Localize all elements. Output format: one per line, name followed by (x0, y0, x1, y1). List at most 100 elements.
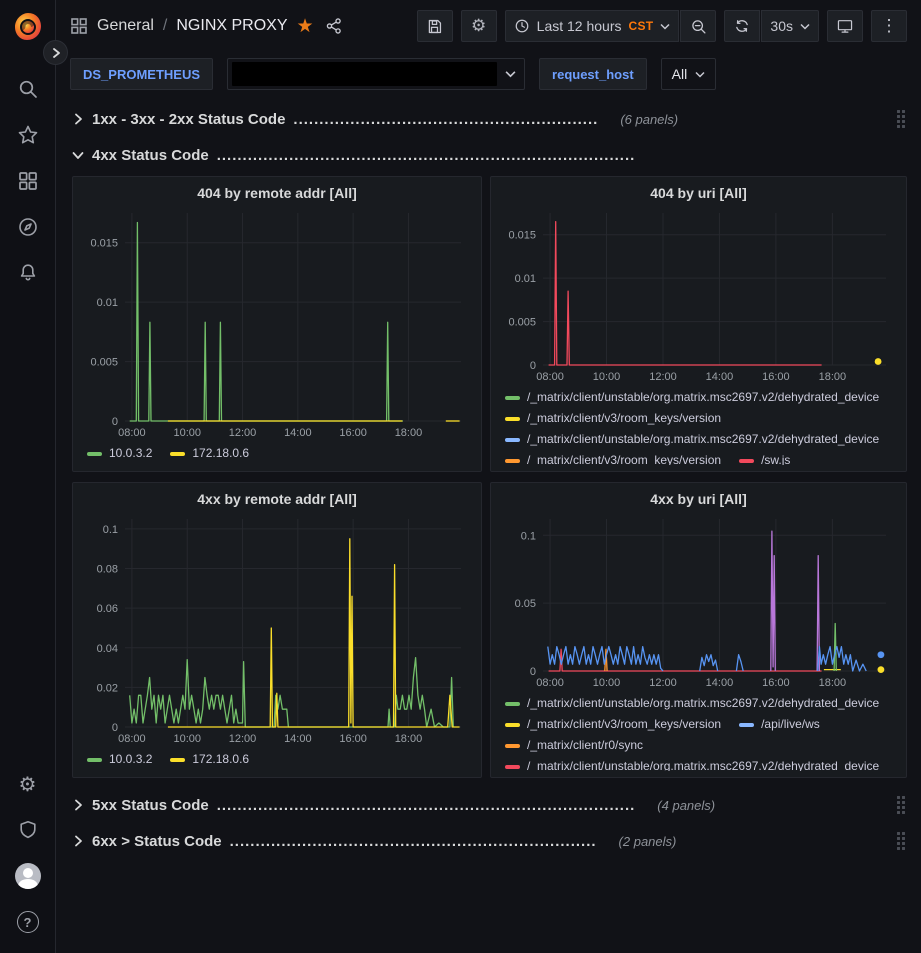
chevron-down-icon (505, 70, 516, 78)
dashboard-title[interactable]: NGINX PROXY (176, 17, 288, 34)
save-icon (428, 19, 442, 33)
share-icon[interactable] (325, 17, 343, 35)
legend-item[interactable]: 10.0.3.2 (87, 443, 152, 464)
row-drag-handle[interactable] (895, 830, 907, 852)
svg-text:18:00: 18:00 (819, 677, 847, 689)
timeseries-chart[interactable]: 0 0.005 0.01 0.015 08:00 10:00 12:00 14:00 16:00… (499, 205, 898, 385)
variable-datasource: DS_PROMETHEUS (70, 58, 526, 90)
svg-text:12:00: 12:00 (649, 677, 677, 689)
favorite-star-icon[interactable]: ★ (296, 15, 314, 37)
panel-title[interactable]: 404 by uri [All] (650, 185, 747, 201)
legend-swatch (505, 722, 520, 727)
legend-item[interactable]: /_matrix/client/v3/room_keys/version (505, 408, 721, 429)
svg-text:0: 0 (530, 666, 536, 678)
legend-item[interactable]: 172.18.0.6 (170, 443, 249, 464)
sidebar-item-help[interactable]: ? (6, 899, 50, 945)
svg-text:16:00: 16:00 (762, 677, 790, 689)
more-options-button[interactable]: ⋮ (871, 10, 907, 42)
legend-item[interactable]: 10.0.3.2 (87, 749, 152, 770)
compass-icon (18, 218, 37, 236)
row-drag-handle[interactable] (895, 794, 907, 816)
row-header-4xx[interactable]: 4xx Status Code ........................… (72, 140, 907, 170)
panel-4xx-by-remote-addr: 4xx by remote addr [All] 0 0.02 0.04 0.06 0.… (72, 482, 482, 778)
timeseries-chart[interactable]: 0 0.005 0.01 0.015 08:00 10:00 12:00 14:00 16:00… (81, 205, 473, 441)
row-title-dots: ........................................… (216, 796, 636, 814)
sidebar-item-dashboards[interactable] (6, 158, 50, 204)
legend-label: /_matrix/client/v3/room_keys/version (527, 717, 722, 731)
timeseries-chart[interactable]: 0 0.05 0.1 08:00 10:00 12:00 14:00 16:00 18:00 (499, 511, 898, 691)
svg-text:08:00: 08:00 (536, 371, 564, 383)
legend-item[interactable]: /_matrix/client/unstable/org.matrix.msc2… (505, 756, 879, 771)
svg-text:18:00: 18:00 (395, 427, 423, 439)
legend-item[interactable]: /api/live/ws (739, 714, 820, 735)
legend-item[interactable]: /_matrix/client/unstable/org.matrix.msc2… (505, 693, 879, 714)
monitor-icon (837, 20, 853, 33)
legend-item[interactable]: /sw.js (739, 450, 790, 465)
chevron-down-icon (72, 151, 84, 160)
svg-text:12:00: 12:00 (229, 427, 257, 439)
sidebar-item-starred[interactable] (6, 112, 50, 158)
svg-text:0.02: 0.02 (97, 682, 118, 694)
refresh-group: 30s (724, 10, 819, 42)
dashboard-settings-button[interactable]: ⚙ (460, 10, 497, 42)
sidebar-item-profile[interactable] (6, 853, 50, 899)
legend-item[interactable]: /_matrix/client/r0/sync (505, 735, 643, 756)
variable-request-host-value: All (671, 66, 688, 82)
row-header-6xx[interactable]: 6xx > Status Code ......................… (72, 826, 907, 856)
svg-text:0.06: 0.06 (97, 603, 118, 615)
dashboard-canvas: 1xx - 3xx - 2xx Status Code ............… (56, 98, 921, 953)
chevron-down-icon (695, 71, 705, 78)
legend-swatch (87, 757, 102, 762)
grafana-logo[interactable] (11, 10, 45, 44)
chart-legend: 10.0.3.2 172.18.0.6 (81, 441, 473, 465)
sidebar-expand-button[interactable] (43, 40, 68, 65)
gear-icon: ⚙ (471, 16, 487, 35)
legend-label: 172.18.0.6 (192, 446, 250, 460)
legend-swatch (505, 437, 520, 442)
clock-icon (515, 19, 529, 33)
row-header-5xx[interactable]: 5xx Status Code ........................… (72, 790, 907, 820)
sidebar-item-alerting[interactable] (6, 250, 50, 296)
legend-item[interactable]: 172.18.0.6 (170, 749, 249, 770)
row-drag-handle[interactable] (895, 108, 907, 130)
svg-text:0.005: 0.005 (90, 357, 118, 369)
row-panel-count: (4 panels) (657, 797, 716, 813)
shield-icon (19, 821, 36, 839)
sidebar-item-configuration[interactable]: ⚙ (6, 761, 50, 807)
legend-item[interactable]: /_matrix/client/unstable/org.matrix.msc2… (505, 387, 879, 408)
refresh-button[interactable] (724, 10, 761, 42)
row-title-dots: ........................................… (293, 110, 599, 128)
sidebar-item-explore[interactable] (6, 204, 50, 250)
time-range-picker[interactable]: Last 12 hours CST (504, 10, 680, 42)
legend-label: /_matrix/client/v3/room_keys/version (527, 411, 722, 425)
breadcrumb-folder[interactable]: General (97, 17, 154, 34)
sidebar-item-search[interactable] (6, 66, 50, 112)
timeseries-chart[interactable]: 0 0.02 0.04 0.06 0.08 0.1 08:00 10:00 12:00 14:00… (81, 511, 473, 747)
legend-swatch (505, 743, 520, 748)
row-header-1xx[interactable]: 1xx - 3xx - 2xx Status Code ............… (72, 104, 907, 134)
tv-mode-button[interactable] (827, 10, 863, 42)
legend-item[interactable]: /_matrix/client/v3/room_keys/version (505, 714, 721, 735)
svg-text:08:00: 08:00 (118, 427, 146, 439)
variable-datasource-select[interactable] (227, 58, 526, 90)
save-dashboard-button[interactable] (416, 10, 453, 42)
legend-label: /sw.js (761, 453, 791, 465)
sidebar-item-server-admin[interactable] (6, 807, 50, 853)
panel-title[interactable]: 4xx by remote addr [All] (197, 491, 357, 507)
zoom-out-button[interactable] (680, 10, 717, 42)
avatar (14, 863, 41, 889)
svg-text:10:00: 10:00 (593, 677, 621, 689)
legend-item[interactable]: /_matrix/client/v3/room_keys/version (505, 450, 721, 465)
panel-title[interactable]: 404 by remote addr [All] (197, 185, 357, 201)
svg-text:0.1: 0.1 (521, 530, 536, 542)
legend-label: /_matrix/client/unstable/org.matrix.msc2… (527, 759, 880, 771)
legend-label: /_matrix/client/v3/room_keys/version (527, 453, 722, 465)
svg-text:14:00: 14:00 (284, 733, 312, 745)
help-icon: ? (16, 911, 39, 933)
refresh-interval-picker[interactable]: 30s (761, 10, 819, 42)
variable-request-host-select[interactable]: All (660, 58, 717, 90)
panel-title[interactable]: 4xx by uri [All] (650, 491, 747, 507)
dashboards-grid-icon (18, 172, 37, 190)
variable-request-host: request_host All (539, 58, 717, 90)
legend-item[interactable]: /_matrix/client/unstable/org.matrix.msc2… (505, 429, 879, 450)
